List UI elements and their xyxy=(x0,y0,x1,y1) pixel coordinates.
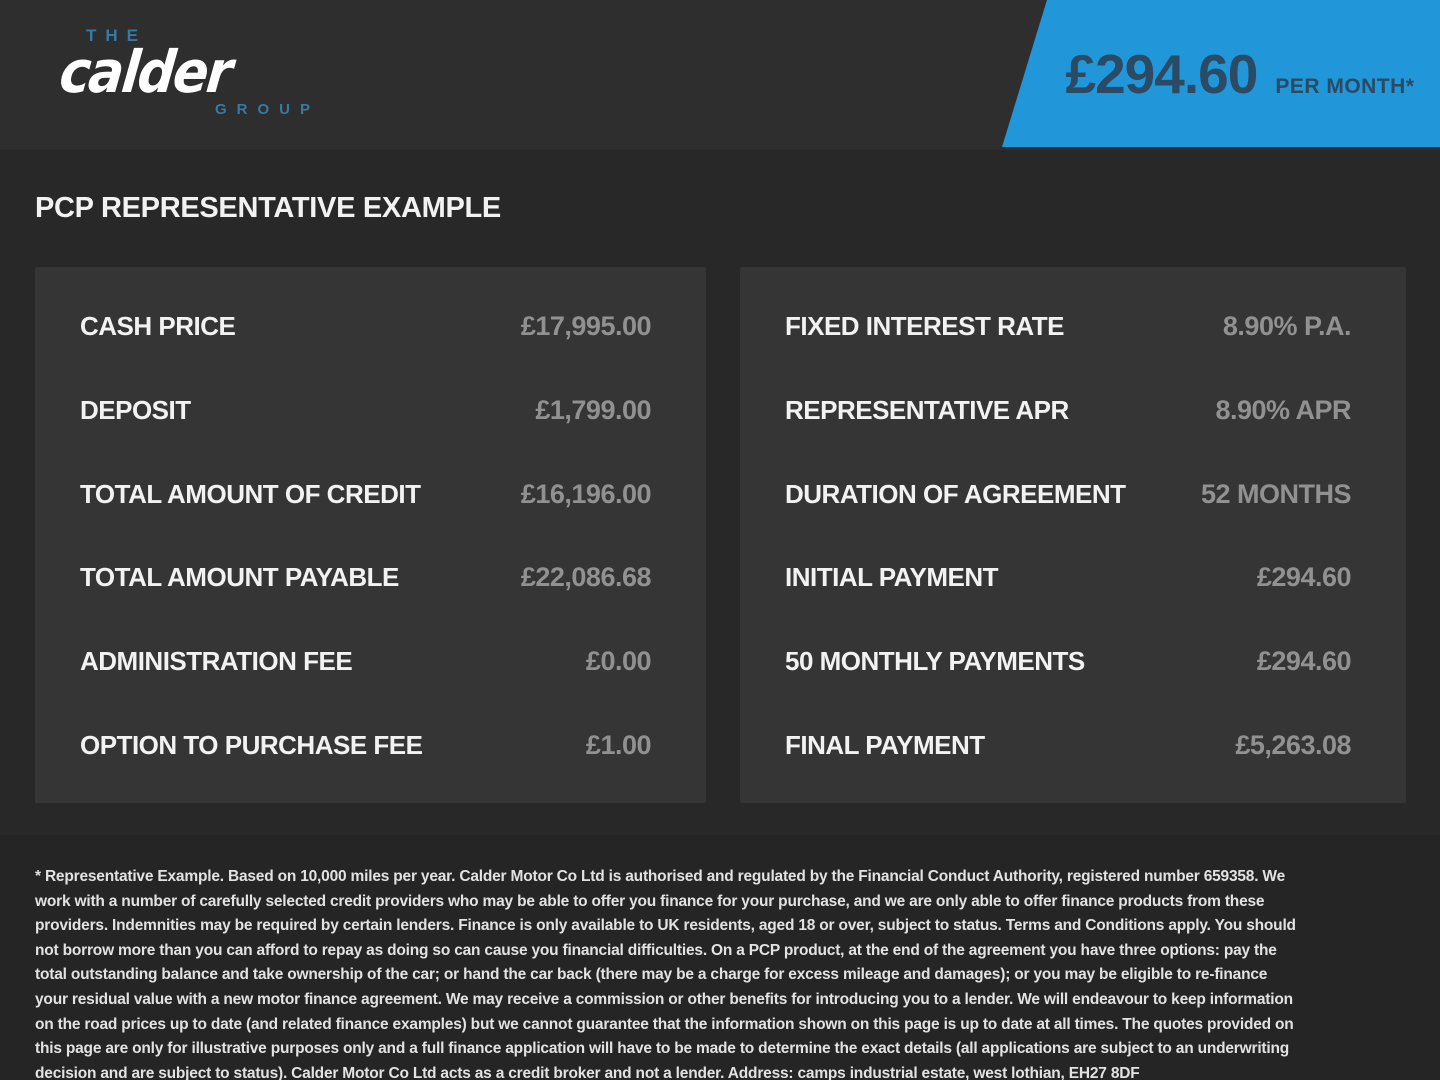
table-row: REPRESENTATIVE APR 8.90% APR xyxy=(785,395,1351,426)
table-row: DURATION OF AGREEMENT 52 MONTHS xyxy=(785,478,1352,510)
table-row: FINAL PAYMENT £5,263.08 xyxy=(785,730,1351,761)
row-label: REPRESENTATIVE APR xyxy=(785,394,1069,425)
table-row: CASH PRICE £17,995.00 xyxy=(80,311,652,342)
row-value: £17,995.00 xyxy=(520,311,652,341)
row-label: INITIAL PAYMENT xyxy=(785,562,999,593)
main-section: PCP REPRESENTATIVE EXAMPLE CASH PRICE £1… xyxy=(0,150,1440,835)
row-value: £294.60 xyxy=(1256,562,1352,593)
logo-text-calder: calder xyxy=(56,38,235,106)
table-row: FIXED INTEREST RATE 8.90% P.A. xyxy=(785,311,1352,342)
row-value: 52 MONTHS xyxy=(1200,478,1352,509)
calder-group-logo: THE calder GROUP xyxy=(56,26,320,119)
table-row: DEPOSIT £1,799.00 xyxy=(80,395,651,426)
row-label: 50 MONTHLY PAYMENTS xyxy=(785,646,1085,677)
row-value: 8.90% APR xyxy=(1215,394,1351,425)
finance-rows-left: CASH PRICE £17,995.00 DEPOSIT £1,799.00 … xyxy=(35,267,706,803)
row-value: £1,799.00 xyxy=(535,394,651,425)
row-label: CASH PRICE xyxy=(80,311,236,341)
monthly-price-period: PER MONTH* xyxy=(1275,74,1415,98)
row-label: FIXED INTEREST RATE xyxy=(785,311,1064,341)
table-row: INITIAL PAYMENT £294.60 xyxy=(785,562,1352,593)
logo-text-the: THE xyxy=(86,26,147,45)
row-value: £5,263.08 xyxy=(1235,729,1351,760)
price-banner-inner: £294.60 PER MONTH* xyxy=(1066,42,1415,106)
row-value: £16,196.00 xyxy=(520,478,652,509)
page-title: PCP REPRESENTATIVE EXAMPLE xyxy=(35,192,501,224)
row-label: OPTION TO PURCHASE FEE xyxy=(80,729,423,760)
table-row: OPTION TO PURCHASE FEE £1.00 xyxy=(80,729,652,761)
logo-text-group: GROUP xyxy=(214,101,320,119)
price-banner: £294.60 PER MONTH* xyxy=(1040,0,1440,147)
row-value: £294.60 xyxy=(1256,646,1352,677)
finance-panel-right: FIXED INTEREST RATE 8.90% P.A. REPRESENT… xyxy=(740,267,1406,803)
row-value: £0.00 xyxy=(585,646,652,677)
table-row: TOTAL AMOUNT OF CREDIT £16,196.00 xyxy=(80,478,652,510)
row-label: TOTAL AMOUNT PAYABLE xyxy=(80,562,399,593)
finance-rows-right: FIXED INTEREST RATE 8.90% P.A. REPRESENT… xyxy=(740,267,1406,803)
row-label: ADMINISTRATION FEE xyxy=(80,646,353,677)
footer: * Representative Example. Based on 10,00… xyxy=(0,835,1440,1080)
row-label: DEPOSIT xyxy=(80,394,191,425)
table-row: ADMINISTRATION FEE £0.00 xyxy=(80,646,652,677)
row-label: FINAL PAYMENT xyxy=(785,729,985,760)
finance-panel-left: CASH PRICE £17,995.00 DEPOSIT £1,799.00 … xyxy=(35,267,706,803)
row-value: £1.00 xyxy=(585,729,652,760)
monthly-price: £294.60 xyxy=(1065,42,1259,105)
table-row: TOTAL AMOUNT PAYABLE £22,086.68 xyxy=(80,562,652,593)
row-label: DURATION OF AGREEMENT xyxy=(785,478,1126,509)
header: THE calder GROUP £294.60 PER MONTH* xyxy=(0,0,1440,150)
row-value: £22,086.68 xyxy=(520,562,652,593)
row-label: TOTAL AMOUNT OF CREDIT xyxy=(80,478,421,509)
row-value: 8.90% P.A. xyxy=(1222,311,1352,341)
table-row: 50 MONTHLY PAYMENTS £294.60 xyxy=(785,646,1352,677)
disclaimer-text: * Representative Example. Based on 10,00… xyxy=(35,868,1296,1080)
